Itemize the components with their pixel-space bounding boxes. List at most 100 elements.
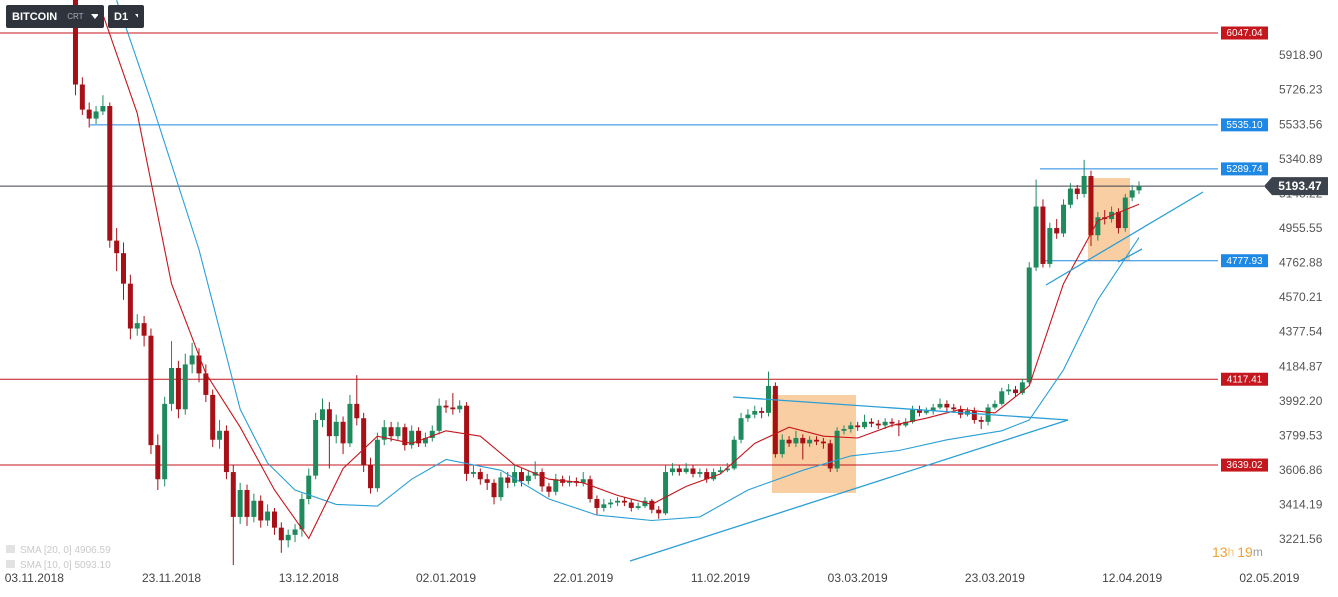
candle-body [93,111,99,119]
countdown-hours: 13 [1212,544,1228,560]
candle-body [86,109,92,119]
timeframe-selector[interactable]: D1 [108,5,144,28]
candle-body [1006,389,1012,392]
plot-area [72,0,1142,565]
candle-body [916,409,922,413]
candle-body [1026,267,1032,383]
level-label: 4117.41 [1227,374,1263,385]
candle-body [923,411,929,413]
candle-body [628,502,634,508]
candle-body [731,439,737,469]
legend-icon [6,545,15,553]
level-label-box [1221,162,1268,176]
x-tick-label: 11.02.2019 [691,571,750,585]
candle-body [1047,228,1053,264]
candle-body [182,364,188,410]
symbol: BITCOIN [12,10,58,23]
candle-body [683,468,689,473]
trend-line [1117,248,1143,263]
x-tick-label: 23.11.2018 [142,571,201,585]
x-tick-label: 22.01.2019 [553,571,613,585]
timeframe: D1 [114,10,129,23]
candle-body [189,355,195,365]
candle-body [910,409,916,422]
candle-body [615,500,621,503]
candle-body [1067,188,1073,205]
level-label-box [1221,254,1268,268]
candle-body [361,418,367,465]
candle-body [223,430,229,473]
level-label-box [1221,118,1268,132]
candle-body [1095,217,1101,236]
candle-body [374,439,380,489]
candle-body [958,409,964,415]
legend: SMA [20, 0] 4906.59 SMA [10, 0] 5093.10 [6,545,111,571]
candle-body [1136,186,1142,191]
candle-body [1033,206,1039,268]
legend-name: SMA [20, 0] [20,545,72,556]
level-label-box [1221,458,1268,472]
candle-body [251,500,257,517]
candle-body [800,437,806,444]
candle-body [258,500,264,521]
candle-body [834,430,840,469]
candle-body [402,427,408,446]
candle-body [278,527,284,541]
trend-line [732,396,1069,421]
candle-body [656,509,662,514]
candle-body [79,84,85,110]
legend-icon [6,560,15,568]
y-tick-label: 3799.53 [1279,428,1323,442]
candle-body [697,472,703,474]
candle-body [1074,188,1080,194]
candle-body [711,472,717,480]
candle-body [155,445,161,480]
candle-body [814,439,820,442]
legend-value: 4906.59 [74,545,111,556]
legend-entry: SMA [20, 0] 4906.59 [20,545,111,556]
candle-body [450,407,456,410]
symbol-selector[interactable]: BITCOIN CRT [6,5,104,28]
candle-body [148,335,154,446]
level-label: 6047.04 [1226,28,1263,39]
candle-body [978,420,984,422]
candle-body [347,403,353,444]
y-tick-label: 4955.55 [1279,221,1323,235]
candle-body [745,414,751,419]
candle-body [114,240,120,254]
candle-body [724,468,730,471]
candle-body [217,430,223,440]
candle-body [443,405,449,408]
candle-body [1040,206,1046,264]
candle-body [484,479,490,483]
y-tick-label: 5340.89 [1279,152,1323,166]
candle-body [457,405,463,410]
current-price-box [1264,177,1328,196]
candle-body [1061,204,1067,234]
candle-body [587,479,593,499]
candle-body [162,403,168,480]
candle-body [676,468,682,473]
candle-body [505,477,511,483]
candle-body [175,367,181,410]
y-tick-label: 3221.56 [1279,532,1323,546]
candle-body [827,443,833,469]
candle-body [999,391,1005,404]
candle-body [340,421,346,444]
candle-body [422,437,428,444]
candle-body [642,500,648,507]
candle-body [1019,382,1025,394]
sma-line [102,14,1140,540]
candle-body [1088,176,1094,236]
candle-body [553,479,559,492]
y-tick-label: 3414.19 [1279,498,1323,512]
candle-body [779,439,785,455]
candle-body [951,407,957,410]
y-tick-label: 3992.20 [1279,394,1323,408]
candle-body [539,472,545,487]
candle-body [141,323,147,336]
candle-body [793,437,799,444]
candle-body [1054,228,1060,234]
candle-body [381,427,387,440]
